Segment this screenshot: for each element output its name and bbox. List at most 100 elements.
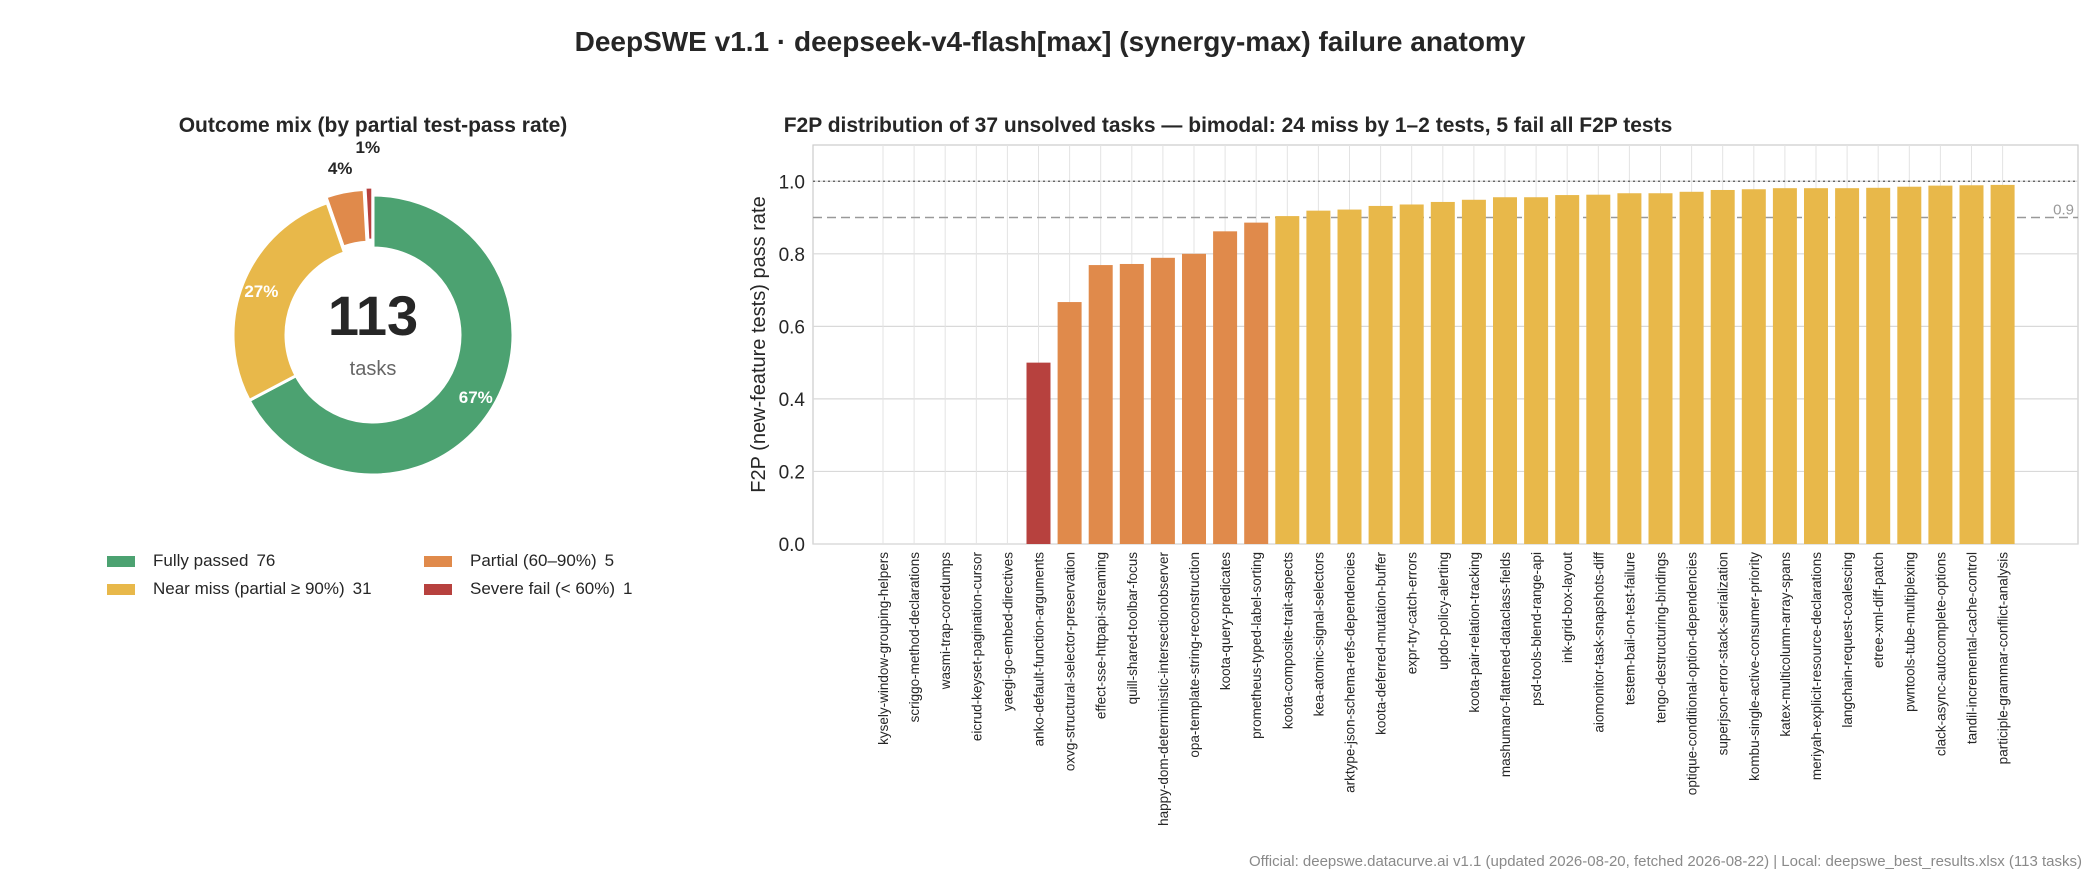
donut-slice-label-3: 4% bbox=[328, 159, 353, 178]
page-title: DeepSWE v1.1 · deepseek-v4-flash[max] (s… bbox=[574, 26, 1526, 57]
bar bbox=[1026, 362, 1051, 544]
x-tick-label: koota-query-predicates bbox=[1218, 552, 1233, 690]
x-tick-label: clack-async-autocomplete-options bbox=[1933, 552, 1948, 756]
legend-count: 31 bbox=[352, 579, 372, 598]
donut-center-value: 113 bbox=[328, 284, 418, 347]
x-tick-label: langchain-request-coalescing bbox=[1840, 552, 1855, 728]
bar-chart: 0.0 0.2 0.4 0.6 0.8 1.0 0.9 kysely-window-group… bbox=[748, 144, 2079, 826]
donut-chart: 67% 27% 4%1% bbox=[231, 138, 515, 477]
bar bbox=[1493, 197, 1517, 544]
bar bbox=[1244, 222, 1269, 544]
x-tick-label: ink-grid-box-layout bbox=[1560, 552, 1575, 663]
donut-chart-title: Outcome mix (by partial test-pass rate) bbox=[179, 114, 568, 137]
bar bbox=[1710, 189, 1735, 544]
bar-chart-title: F2P distribution of 37 unsolved tasks — … bbox=[784, 114, 1673, 137]
bar bbox=[1990, 184, 2015, 544]
legend-item: Partial (60–90%) 5 bbox=[424, 550, 614, 572]
bar bbox=[1213, 231, 1238, 544]
bar bbox=[1182, 253, 1206, 544]
y-tick-label: 0.0 bbox=[779, 535, 805, 556]
bar bbox=[1617, 193, 1642, 544]
bar bbox=[1959, 185, 1984, 544]
x-tick-label: yaegi-go-embed-directives bbox=[1000, 552, 1015, 711]
legend-count: 1 bbox=[623, 579, 633, 598]
x-tick-label: kysely-window-grouping-helpers bbox=[876, 552, 891, 745]
x-tick-label: katex-multicolumn-array-spans bbox=[1778, 552, 1793, 737]
donut-legend: Fully passed 76 Near miss (partial ≥ 90%) 3… bbox=[107, 550, 667, 602]
threshold-label: 0.9 bbox=[2053, 202, 2074, 219]
bar bbox=[1150, 257, 1175, 544]
bar bbox=[1586, 194, 1611, 544]
bar bbox=[1804, 188, 1828, 544]
bar bbox=[1368, 205, 1393, 545]
x-tick-label: scriggo-method-declarations bbox=[907, 552, 922, 723]
bar bbox=[1430, 201, 1455, 544]
legend-label: Fully passed bbox=[153, 551, 249, 570]
bar bbox=[1275, 216, 1300, 544]
bar bbox=[1928, 185, 1953, 544]
x-tick-label: tandil-incremental-cache-control bbox=[1965, 552, 1980, 744]
x-tick-label: superjson-error-stack-serialization bbox=[1716, 552, 1731, 755]
y-tick-label: 0.4 bbox=[779, 390, 806, 411]
bar bbox=[1119, 263, 1144, 544]
bar bbox=[1772, 188, 1797, 544]
x-tick-label: meriyah-explicit-resource-declarations bbox=[1809, 552, 1824, 780]
x-tick-label: anko-default-function-arguments bbox=[1032, 552, 1047, 747]
bar bbox=[1741, 189, 1766, 544]
bar bbox=[1306, 210, 1331, 545]
x-tick-label: koota-composite-trait-aspects bbox=[1280, 552, 1295, 729]
bar bbox=[1088, 265, 1113, 544]
bar bbox=[1866, 187, 1891, 544]
x-tick-label: pwntools-tube-multiplexing bbox=[1902, 552, 1917, 712]
legend-item: Severe fail (< 60%) 1 bbox=[424, 578, 633, 600]
donut-slice-1 bbox=[247, 193, 515, 477]
x-tick-label: koota-pair-relation-tracking bbox=[1467, 552, 1482, 713]
x-tick-label: psd-tools-blend-range-api bbox=[1529, 552, 1544, 706]
y-tick-label: 0.6 bbox=[779, 317, 805, 338]
legend-swatch bbox=[424, 555, 452, 567]
legend-swatch bbox=[424, 583, 452, 595]
bar bbox=[1057, 302, 1082, 544]
donut-slice-2 bbox=[231, 200, 347, 403]
x-tick-label: quill-shared-toolbar-focus bbox=[1125, 552, 1140, 705]
x-tick-label: prometheus-typed-label-sorting bbox=[1249, 552, 1264, 739]
bar bbox=[1679, 191, 1704, 545]
x-tick-label: kea-atomic-signal-selectors bbox=[1311, 552, 1326, 717]
donut-slice-3 bbox=[324, 187, 369, 249]
legend-swatch bbox=[107, 555, 135, 567]
legend-swatch bbox=[107, 583, 135, 595]
bar bbox=[1461, 199, 1486, 544]
bar bbox=[1399, 204, 1424, 544]
donut-slice-4 bbox=[363, 185, 375, 242]
x-tick-label: aiomonitor-task-snapshots-diff bbox=[1591, 552, 1606, 733]
bar bbox=[1524, 197, 1549, 544]
bar bbox=[1835, 188, 1860, 544]
x-tick-label: opa-template-string-reconstruction bbox=[1187, 552, 1202, 758]
donut-slice-label-1: 67% bbox=[459, 388, 493, 407]
x-tick-label: happy-dom-deterministic-intersectionobse… bbox=[1156, 552, 1171, 826]
legend-count: 5 bbox=[604, 551, 615, 570]
legend-item: Fully passed 76 bbox=[107, 550, 275, 572]
y-tick-label: 0.8 bbox=[779, 245, 805, 266]
bar bbox=[1897, 186, 1922, 545]
x-tick-label: expr-try-catch-errors bbox=[1405, 552, 1420, 675]
x-tick-label: tengo-destructuring-bindings bbox=[1654, 552, 1669, 723]
bar bbox=[1555, 195, 1580, 544]
x-tick-label: participle-grammar-conflict-analysis bbox=[1996, 552, 2011, 765]
bar bbox=[1648, 193, 1673, 544]
bar bbox=[1337, 209, 1362, 544]
footer-source-note: Official: deepswe.datacurve.ai v1.1 (upd… bbox=[1249, 853, 2082, 870]
x-tick-label: kombu-single-active-consumer-priority bbox=[1747, 552, 1762, 781]
y-axis-label: F2P (new-feature tests) pass rate bbox=[748, 196, 770, 492]
legend-label: Partial (60–90%) bbox=[470, 551, 597, 570]
donut-slice-label-4: 1% bbox=[355, 138, 380, 157]
y-tick-label: 0.2 bbox=[779, 462, 805, 483]
x-tick-label: arktype-json-schema-refs-dependencies bbox=[1343, 552, 1358, 793]
x-tick-label: testem-bail-on-test-failure bbox=[1622, 552, 1637, 705]
x-tick-label: etree-xml-diff-patch bbox=[1871, 552, 1886, 668]
donut-slice-label-2: 27% bbox=[244, 282, 278, 301]
x-tick-label: oxvg-structural-selector-preservation bbox=[1063, 552, 1078, 771]
legend-label: Near miss (partial ≥ 90%) bbox=[153, 579, 345, 598]
x-tick-label: eicrud-keyset-pagination-cursor bbox=[969, 552, 984, 742]
